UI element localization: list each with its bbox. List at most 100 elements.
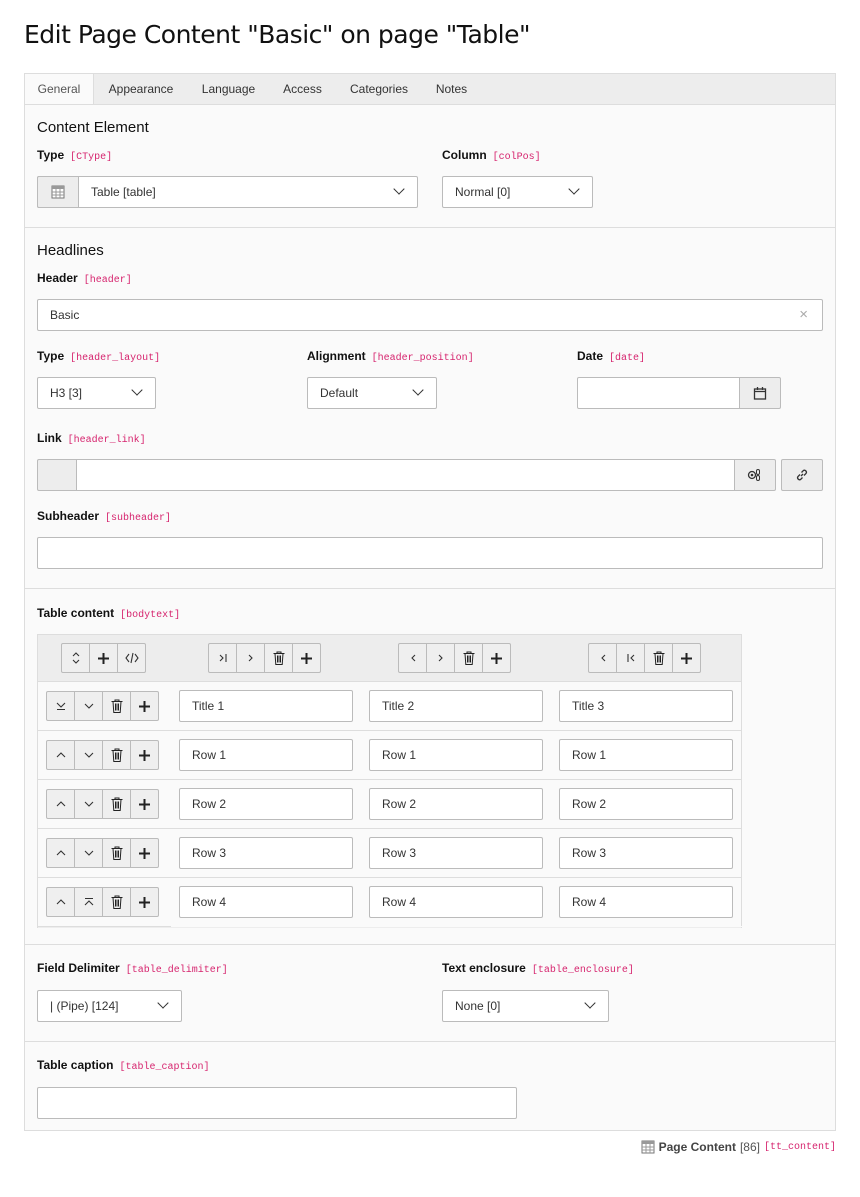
divider: [25, 227, 835, 228]
plus-button[interactable]: [482, 643, 511, 673]
chevron-left-button[interactable]: [588, 643, 617, 673]
move-first-button[interactable]: [616, 643, 645, 673]
trash-button[interactable]: [644, 643, 673, 673]
trash-button[interactable]: [102, 691, 131, 721]
table-cell-input[interactable]: Row 2: [559, 788, 733, 820]
plus-button[interactable]: [130, 789, 159, 819]
tab-categories[interactable]: Categories: [349, 82, 409, 96]
trash-button[interactable]: [102, 740, 131, 770]
ctype-select[interactable]: Table [table]: [37, 176, 418, 208]
plus-icon: [139, 700, 150, 712]
calendar-button[interactable]: [739, 377, 781, 409]
form-panel: [24, 104, 836, 1131]
alignment-select[interactable]: Default: [307, 377, 437, 409]
header-type-label: Type [header_layout]: [37, 349, 161, 364]
chevron-down-icon: [393, 183, 405, 195]
table-bottom: [171, 926, 742, 927]
move-top-button[interactable]: [74, 887, 103, 917]
table-icon: [37, 176, 79, 208]
trash-button[interactable]: [102, 887, 131, 917]
chevron-down-button[interactable]: [74, 789, 103, 819]
chevron-up-button[interactable]: [46, 887, 75, 917]
header-input[interactable]: Basic ×: [37, 299, 823, 331]
chevron-down-button[interactable]: [74, 691, 103, 721]
link-label: Link [header_link]: [37, 431, 146, 446]
table-cell-input[interactable]: Row 3: [369, 837, 543, 869]
date-input[interactable]: [577, 377, 740, 409]
table-cell-input[interactable]: Row 1: [559, 739, 733, 771]
chevron-right-button[interactable]: [236, 643, 265, 673]
chevron-left-button[interactable]: [398, 643, 427, 673]
plus-button[interactable]: [130, 887, 159, 917]
link-browser-button[interactable]: [734, 459, 776, 491]
section-heading: Content Element: [37, 119, 149, 136]
clear-icon[interactable]: ×: [799, 306, 808, 323]
trash-button[interactable]: [102, 838, 131, 868]
tab-access[interactable]: Access: [283, 82, 322, 96]
chevron-down-button[interactable]: [74, 838, 103, 868]
header-layout-select[interactable]: H3 [3]: [37, 377, 156, 409]
link-input[interactable]: [76, 459, 735, 491]
plus-icon: [98, 652, 109, 664]
trash-button[interactable]: [264, 643, 293, 673]
caption-label: Table caption [table_caption]: [37, 1058, 210, 1073]
delimiter-label: Field Delimiter [table_delimiter]: [37, 961, 228, 976]
plus-button[interactable]: [130, 691, 159, 721]
table-cell-input[interactable]: Title 2: [369, 690, 543, 722]
plus-button[interactable]: [130, 838, 159, 868]
trash-button[interactable]: [102, 789, 131, 819]
code-icon: [124, 652, 139, 664]
section-heading: Headlines: [37, 242, 104, 259]
expand-icon: [72, 652, 79, 664]
table-cell-input[interactable]: Row 4: [559, 886, 733, 918]
plus-button[interactable]: [89, 643, 118, 673]
table-cell-input[interactable]: Row 4: [179, 886, 353, 918]
chevron-up-button[interactable]: [46, 838, 75, 868]
table-cell-input[interactable]: Title 3: [559, 690, 733, 722]
move-last-button[interactable]: [208, 643, 237, 673]
chevron-right-icon: [248, 654, 253, 662]
plus-button[interactable]: [672, 643, 701, 673]
link-button[interactable]: [781, 459, 823, 491]
chevron-up-button[interactable]: [46, 789, 75, 819]
caption-input[interactable]: [37, 1087, 517, 1119]
tab-language[interactable]: Language: [201, 82, 256, 96]
enclosure-label: Text enclosure [table_enclosure]: [442, 961, 634, 976]
plus-button[interactable]: [130, 740, 159, 770]
code-button[interactable]: [117, 643, 146, 673]
trash-icon: [273, 651, 284, 665]
table-cell-input[interactable]: Row 2: [179, 788, 353, 820]
header-label: Header [header]: [37, 271, 132, 286]
chevron-up-button[interactable]: [46, 740, 75, 770]
table-cell-input[interactable]: Row 3: [179, 837, 353, 869]
tab-notes[interactable]: Notes: [435, 82, 468, 96]
expand-button[interactable]: [61, 643, 90, 673]
link-icon: [796, 469, 808, 481]
column-select[interactable]: Normal [0]: [442, 176, 593, 208]
record-table: [tt_content]: [763, 1141, 836, 1153]
tab-appearance[interactable]: Appearance: [108, 82, 174, 96]
plus-button[interactable]: [292, 643, 321, 673]
button-group: [208, 643, 321, 673]
plus-icon: [139, 847, 150, 859]
button-group: [46, 740, 159, 770]
table-cell-input[interactable]: Row 1: [369, 739, 543, 771]
move-bottom-button[interactable]: [46, 691, 75, 721]
chevron-down-button[interactable]: [74, 740, 103, 770]
divider: [25, 1041, 835, 1042]
table-cell-input[interactable]: Row 2: [369, 788, 543, 820]
table-cell-input[interactable]: Row 1: [179, 739, 353, 771]
enclosure-select[interactable]: None [0]: [442, 990, 609, 1022]
ctype-value: Table [table]: [91, 185, 156, 199]
subheader-input[interactable]: [37, 537, 823, 569]
tab-general[interactable]: General: [24, 73, 94, 105]
divider: [25, 588, 835, 589]
trash-button[interactable]: [454, 643, 483, 673]
delimiter-select[interactable]: | (Pipe) [124]: [37, 990, 182, 1022]
table-cell-input[interactable]: Title 1: [179, 690, 353, 722]
chevron-down-icon: [131, 384, 143, 396]
table-cell-input[interactable]: Row 4: [369, 886, 543, 918]
link-browser-icon: [747, 469, 760, 481]
table-cell-input[interactable]: Row 3: [559, 837, 733, 869]
chevron-right-button[interactable]: [426, 643, 455, 673]
